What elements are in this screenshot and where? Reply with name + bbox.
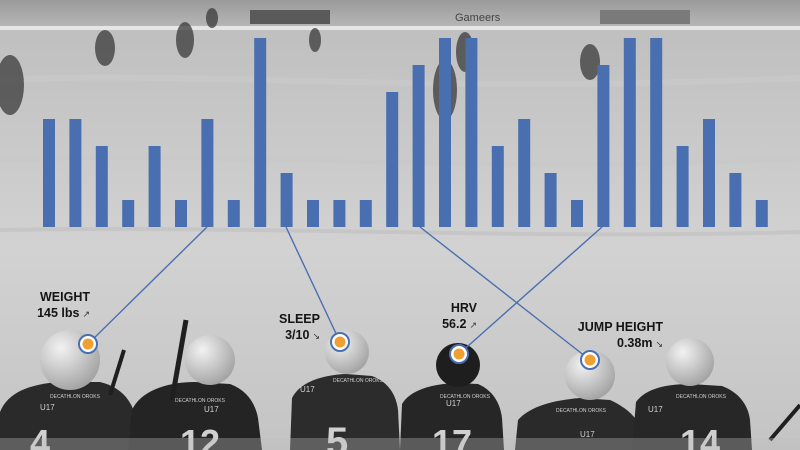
connector-hrv (458, 226, 603, 355)
bar-8 (227, 200, 240, 227)
bar-14 (386, 92, 399, 227)
bar-21 (571, 200, 583, 227)
trend-icon: ↗ (469, 320, 477, 330)
jersey-5-team: U17 (580, 430, 595, 439)
bar-18 (491, 146, 504, 227)
connector-weight (87, 226, 208, 345)
marker-dot-sleep (334, 336, 346, 348)
bar-2 (69, 119, 82, 227)
bar-25 (676, 146, 689, 227)
bar-7 (201, 119, 214, 227)
marker-dot-jump-height (584, 354, 596, 366)
sponsor-text: Gameers (455, 12, 501, 24)
jersey-4-team: U17 (446, 399, 461, 408)
bar-16 (439, 38, 451, 227)
metric-sleep-label: SLEEP (279, 312, 320, 326)
trend-icon: ↘ (312, 331, 320, 341)
jersey-2-brand: DECATHLON OROKS (175, 398, 226, 404)
jersey-6-team: U17 (648, 405, 663, 414)
trend-icon: ↗ (82, 309, 90, 319)
jersey-2-number: 12 (180, 422, 220, 450)
jersey-4-number: 17 (432, 422, 472, 450)
bar-20 (544, 173, 557, 227)
metric-sleep-value: 3/10 (285, 328, 310, 342)
metric-weight: WEIGHT 145 lbs ↗ (37, 289, 90, 322)
bar-15 (412, 65, 425, 227)
metric-hrv: HRV 56.2 ↗ (442, 300, 477, 333)
jersey-5-brand: DECATHLON OROKS (556, 408, 607, 414)
bar-4 (122, 200, 135, 227)
connector-sleep (285, 226, 341, 343)
connector-jump-height (419, 226, 591, 361)
jersey-6-brand: DECATHLON OROKS (676, 394, 727, 400)
bar-3 (95, 146, 108, 227)
jersey-1-number: 4 (30, 422, 50, 450)
bar-23 (623, 38, 636, 227)
bar-28 (755, 200, 768, 227)
metric-jump-height-value: 0.38m (617, 336, 653, 350)
jersey-1-team: U17 (40, 403, 55, 412)
metric-sleep: SLEEP 3/10 ↘ (279, 311, 320, 344)
bar-6 (175, 200, 187, 227)
marker-dot-weight (82, 338, 94, 350)
bar-5 (148, 146, 161, 227)
bar-26 (703, 119, 715, 227)
metric-hrv-value: 56.2 (442, 317, 467, 331)
jersey-3-brand: DECATHLON OROKS (333, 378, 384, 384)
bar-1 (43, 119, 55, 227)
bar-13 (359, 200, 372, 227)
bar-9 (254, 38, 267, 227)
jersey-4-brand: DECATHLON OROKS (440, 394, 491, 400)
metric-weight-value: 145 lbs (37, 306, 80, 320)
jersey-3-number: 5 (326, 420, 348, 450)
bar-24 (650, 38, 663, 227)
bar-11 (307, 200, 319, 227)
bar-27 (729, 173, 742, 227)
jersey-1-brand: DECATHLON OROKS (50, 394, 101, 400)
bar-22 (597, 65, 610, 227)
marker-dot-hrv (453, 348, 465, 360)
trend-icon: ↘ (655, 339, 663, 349)
jersey-6-number: 14 (680, 422, 720, 450)
bar-17 (465, 38, 478, 227)
bar-12 (333, 200, 346, 227)
metric-weight-label: WEIGHT (40, 290, 90, 304)
metric-jump-height-label: JUMP HEIGHT (577, 320, 663, 334)
jersey-3-team: U17 (300, 385, 315, 394)
bar-19 (518, 119, 531, 227)
jersey-2-team: U17 (204, 405, 219, 414)
bar-10 (280, 173, 293, 227)
metric-hrv-label: HRV (450, 301, 477, 315)
metric-jump-height: JUMP HEIGHT 0.38m ↘ (578, 319, 663, 352)
